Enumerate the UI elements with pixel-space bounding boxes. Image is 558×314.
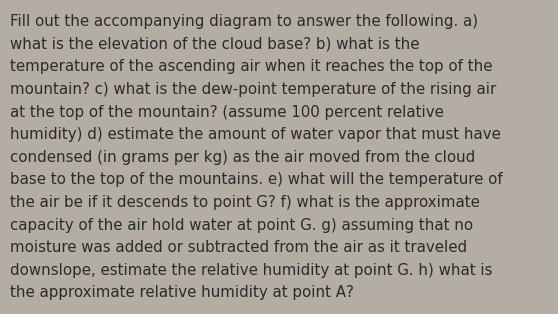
Text: base to the top of the mountains. e) what will the temperature of: base to the top of the mountains. e) wha…	[10, 172, 503, 187]
Text: moisture was added or subtracted from the air as it traveled: moisture was added or subtracted from th…	[10, 240, 467, 255]
Text: condensed (in grams per kg) as the air moved from the cloud: condensed (in grams per kg) as the air m…	[10, 150, 475, 165]
Text: at the top of the mountain? (assume 100 percent relative: at the top of the mountain? (assume 100 …	[10, 105, 444, 120]
Text: mountain? c) what is the dew-point temperature of the rising air: mountain? c) what is the dew-point tempe…	[10, 82, 496, 97]
Text: humidity) d) estimate the amount of water vapor that must have: humidity) d) estimate the amount of wate…	[10, 127, 501, 142]
Text: Fill out the accompanying diagram to answer the following. a): Fill out the accompanying diagram to ans…	[10, 14, 478, 29]
Text: the approximate relative humidity at point A?: the approximate relative humidity at poi…	[10, 285, 354, 300]
Text: capacity of the air hold water at point G. g) assuming that no: capacity of the air hold water at point …	[10, 218, 473, 233]
Text: temperature of the ascending air when it reaches the top of the: temperature of the ascending air when it…	[10, 59, 493, 74]
Text: what is the elevation of the cloud base? b) what is the: what is the elevation of the cloud base?…	[10, 37, 420, 52]
Text: downslope, estimate the relative humidity at point G. h) what is: downslope, estimate the relative humidit…	[10, 263, 493, 278]
Text: the air be if it descends to point G? f) what is the approximate: the air be if it descends to point G? f)…	[10, 195, 480, 210]
